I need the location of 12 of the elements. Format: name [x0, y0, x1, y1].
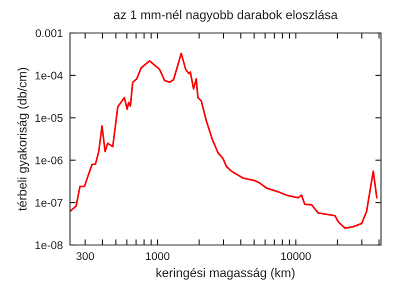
x-axis-title: keringési magasság (km): [156, 268, 295, 280]
x-tick-label: 1000: [146, 252, 170, 260]
y-tick-label: 1e-04: [35, 72, 63, 80]
chart-title: az 1 mm-nél nagyobb darabok eloszlása: [114, 10, 338, 22]
y-tick-label: 1e-06: [35, 156, 63, 164]
y-tick-label: 1e-05: [35, 114, 63, 122]
y-tick-label: 1e-07: [35, 198, 62, 207]
y-axis-title: térbeli gyakoriság (db/cm): [17, 68, 30, 211]
y-tick-label: 1e-08: [35, 241, 63, 250]
x-tick-label: 10000: [281, 252, 311, 260]
y-tick-label: 0.001: [36, 29, 63, 38]
x-tick-label: 300: [76, 252, 94, 260]
